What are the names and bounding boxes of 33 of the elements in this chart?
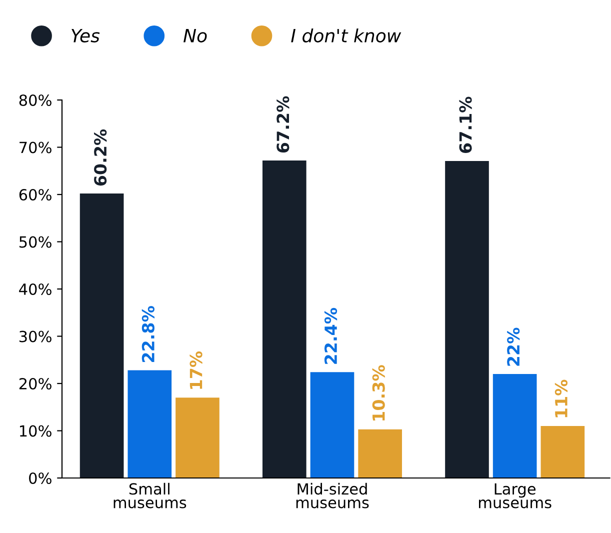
- x-tick-label: Large museums: [478, 483, 552, 508]
- data-label: 11%: [554, 380, 568, 418]
- x-tick-label: Small museums: [114, 482, 186, 508]
- bar: [80, 194, 124, 478]
- data-label: 67.2%: [276, 96, 290, 152]
- legend-label: No: [184, 29, 207, 42]
- data-label: 22.4%: [324, 308, 338, 364]
- y-tick-label: 80%: [19, 94, 52, 106]
- data-label: 60.2%: [94, 129, 107, 186]
- y-tick-label: 0%: [29, 472, 52, 484]
- y-tick-label: 60%: [19, 188, 52, 201]
- bar: [445, 160, 489, 478]
- y-tick-label: 40%: [19, 283, 52, 296]
- bar: [128, 370, 172, 478]
- data-label: 67.1%: [459, 96, 472, 153]
- bar: [310, 372, 354, 478]
- legend-label: Yes: [72, 29, 100, 42]
- y-tick-label: 10%: [20, 425, 52, 437]
- bar: [262, 160, 306, 478]
- data-label: 22.8%: [142, 306, 154, 362]
- y-tick-label: 50%: [20, 236, 52, 248]
- y-tick-label: 20%: [19, 378, 52, 390]
- y-tick-label: 70%: [20, 142, 52, 154]
- bar: [540, 426, 585, 478]
- y-tick-label: 30%: [19, 330, 52, 342]
- bar: [492, 374, 537, 478]
- data-label: 22%: [507, 328, 520, 366]
- x-tick-label: Mid-sized museums: [296, 482, 369, 508]
- data-label: 17%: [190, 351, 202, 389]
- legend-label: I don't know: [291, 28, 402, 42]
- data-label: 10.3%: [372, 365, 385, 421]
- bar: [358, 429, 402, 478]
- bar: [176, 398, 220, 478]
